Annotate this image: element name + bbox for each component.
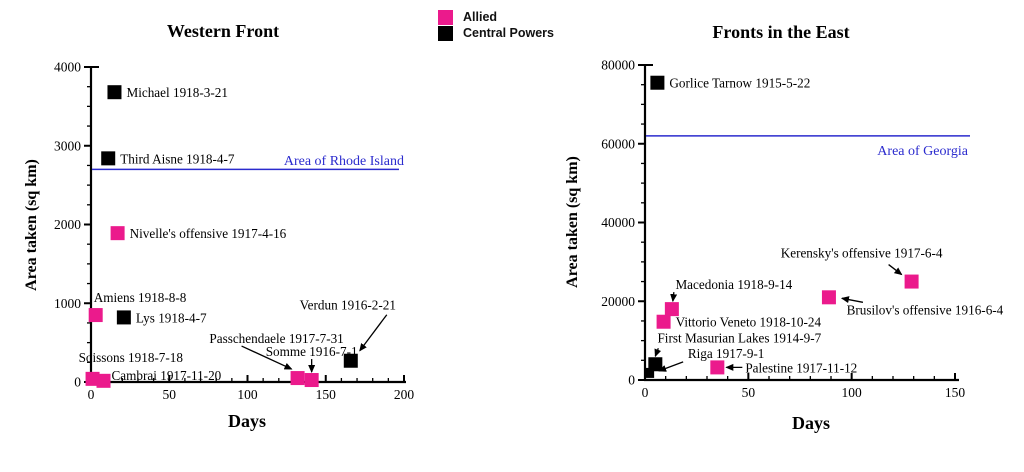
data-point-square [821, 290, 836, 305]
y-tick-label: 60000 [601, 136, 635, 151]
x-tick-label: 150 [945, 385, 966, 400]
annotation-arrow [888, 264, 903, 276]
chart-title: Western Front [167, 21, 279, 41]
data-point-label: Vittorio Veneto 1918-10-24 [676, 315, 822, 330]
annotation-arrow [840, 296, 864, 304]
y-tick-label: 0 [74, 375, 81, 390]
legend-item-allied: Allied [438, 10, 554, 25]
y-tick-label: 80000 [601, 58, 635, 73]
data-point-label: Passchendaele 1917-7-31 [209, 331, 343, 346]
data-point-square [110, 226, 125, 241]
x-tick-label: 0 [88, 387, 95, 402]
x-tick-label: 200 [394, 387, 415, 402]
y-axis-label: Area taken (sq km) [564, 156, 581, 288]
data-point-square [644, 367, 655, 378]
chart-fronts-in-the-east: Fronts in the East Days Area taken (sq km)… [564, 22, 1004, 433]
y-tick-label: 0 [628, 373, 635, 388]
y-axis-label: Area taken (sq km) [23, 159, 40, 291]
data-point-square [85, 371, 100, 386]
data-point-label: Soissons 1918-7-18 [79, 350, 184, 365]
data-point-label: Brusilov's offensive 1916-6-4 [847, 302, 1004, 317]
data-point-label: First Masurian Lakes 1914-9-7 [657, 330, 821, 345]
data-point-label: Nivelle's offensive 1917-4-16 [130, 226, 287, 241]
x-tick-label: 150 [316, 387, 337, 402]
legend-label-allied: Allied [463, 10, 498, 24]
data-point-square [96, 373, 111, 388]
y-tick-label: 2000 [54, 217, 81, 232]
data-point-label: Kerensky's offensive 1917-6-4 [781, 246, 943, 261]
legend-item-central-powers: Central Powers [438, 26, 554, 41]
annotation-arrow [658, 361, 684, 372]
data-point-label: Lys 1918-4-7 [136, 310, 207, 325]
annotation-arrow [670, 292, 678, 303]
data-point-label: Michael 1918-3-21 [126, 85, 227, 100]
data-point-square [648, 357, 663, 372]
x-tick-label: 100 [237, 387, 258, 402]
central-powers-swatch [438, 26, 453, 41]
x-axis-label: Days [228, 411, 266, 431]
x-axis-label: Days [792, 413, 830, 433]
data-point-label: Macedonia 1918-9-14 [675, 277, 792, 292]
data-point-square [656, 314, 671, 329]
data-point-label: Riga 1917-9-1 [688, 346, 765, 361]
annotation-arrow [654, 348, 662, 358]
x-tick-label: 100 [842, 385, 863, 400]
data-point-square [107, 85, 122, 100]
data-point-label: Verdun 1916-2-21 [300, 298, 396, 313]
data-point-label: Somme 1916-7-1 [266, 344, 358, 359]
data-point-label: Gorlice Tarnow 1915-5-22 [669, 76, 810, 91]
y-tick-label: 40000 [601, 215, 635, 230]
annotation-arrow [241, 345, 293, 370]
data-point-square [88, 308, 103, 323]
data-point-label: Palestine 1917-11-12 [745, 360, 857, 375]
chart-title: Fronts in the East [712, 22, 849, 42]
data-point-square [650, 75, 665, 90]
allied-swatch [438, 10, 453, 25]
data-point-square [343, 353, 358, 368]
legend-label-central-powers: Central Powers [463, 26, 555, 40]
x-tick-label: 50 [742, 385, 756, 400]
y-tick-label: 4000 [54, 60, 81, 75]
data-point-square [290, 371, 305, 386]
data-point-square [116, 310, 131, 325]
data-point-square [101, 151, 116, 166]
y-tick-label: 20000 [601, 294, 635, 309]
data-point-square [664, 302, 679, 317]
data-point-square [304, 373, 319, 388]
data-point-square [710, 360, 725, 375]
data-point-label: Third Aisne 1918-4-7 [120, 151, 235, 166]
x-tick-label: 0 [642, 385, 649, 400]
annotation-arrow [359, 314, 388, 352]
data-point-label: Cambrai 1917-11-20 [112, 368, 222, 383]
data-point-label: Amiens 1918-8-8 [94, 290, 187, 305]
x-tick-label: 50 [163, 387, 177, 402]
reference-line-label: Area of Georgia [877, 144, 968, 159]
y-tick-label: 3000 [54, 138, 81, 153]
chart-western-front: Western Front Days Area taken (sq km) 0 50 10… [23, 21, 415, 431]
data-point-square [904, 274, 919, 289]
legend: Allied Central Powers [438, 10, 554, 41]
y-tick-label: 1000 [54, 296, 81, 311]
reference-line-label: Area of Rhode Island [284, 154, 404, 169]
